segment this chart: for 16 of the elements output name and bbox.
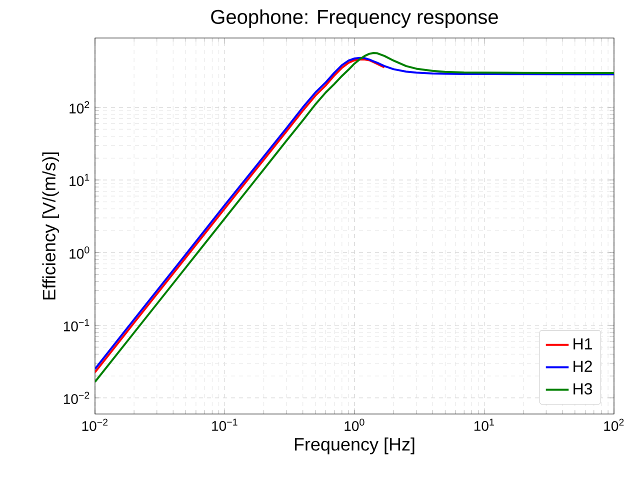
x-tick-label: 10$^{1}$ [474, 418, 494, 431]
y-tick-label: 10$^{2}$ [70, 101, 90, 114]
y-tick-label: 10$^{−1}$ [64, 319, 90, 332]
y-tick-label: 10$^{1}$ [70, 174, 90, 186]
legend-label: H3 [574, 383, 592, 394]
x-axis-title: Frequency [Hz] [294, 437, 414, 454]
y-tick-label: 10$^{0}$ [70, 246, 90, 259]
y-tick-label: 10$^{−2}$ [64, 392, 90, 404]
x-tick-label: 10$^{−2}$ [82, 418, 108, 431]
x-tick-label: 10$^{2}$ [604, 418, 624, 431]
legend-label: H2 [574, 360, 592, 372]
y-axis-title: Efficiency [V/(m/s)] [42, 152, 60, 300]
legend-label: H1 [574, 338, 592, 350]
x-tick-label: 10$^{0}$ [344, 418, 364, 431]
chart-title: Geophone: Frequency response [211, 9, 498, 28]
x-tick-label: 10$^{−1}$ [212, 418, 238, 431]
